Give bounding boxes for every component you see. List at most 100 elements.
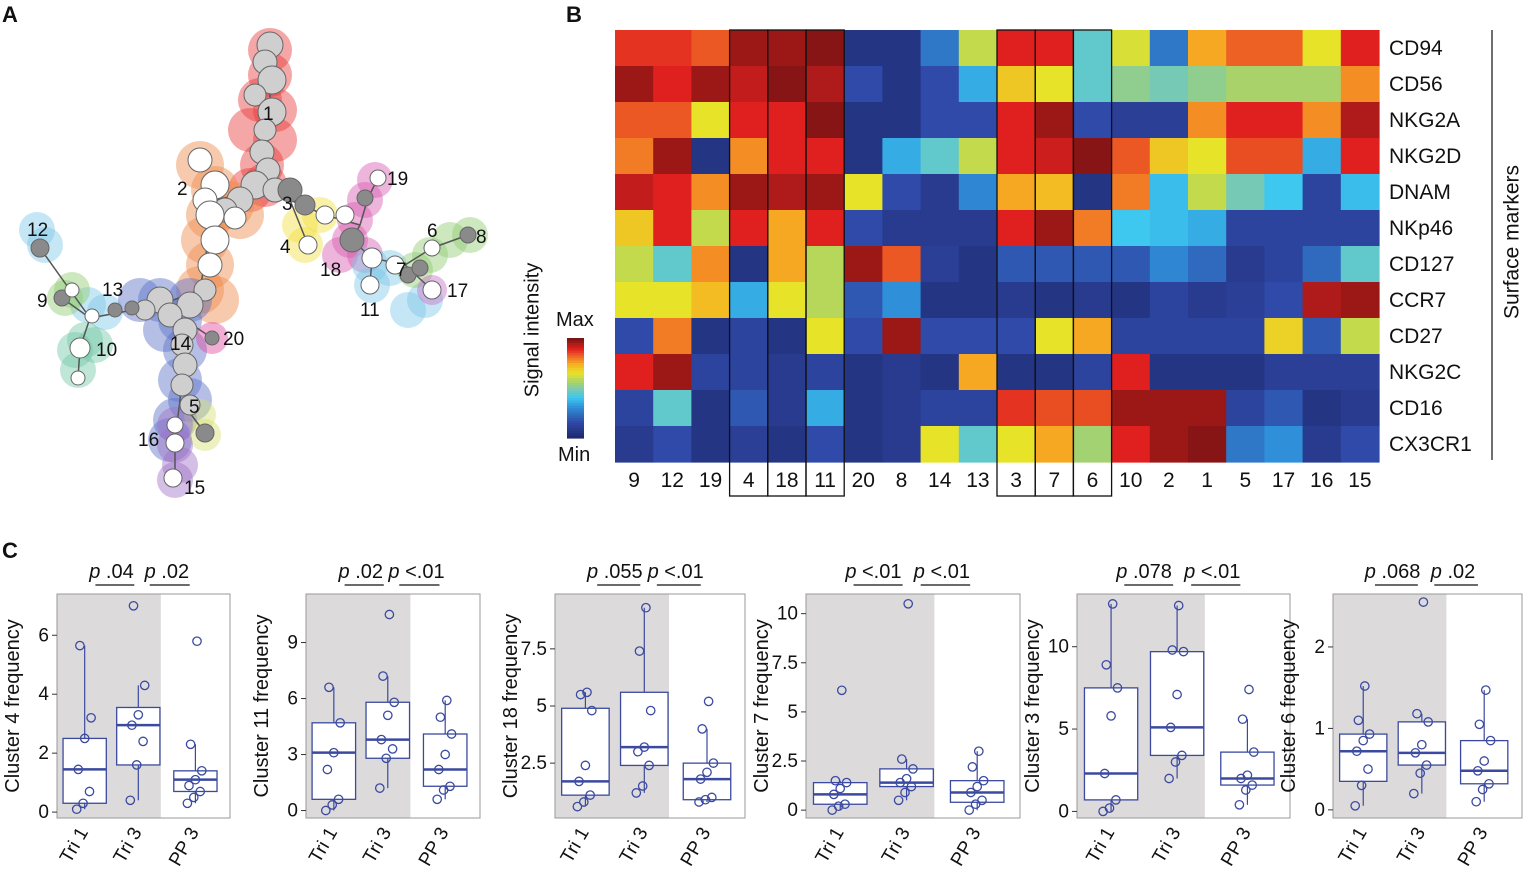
box [1083,687,1139,801]
column-label: 8 [896,469,908,492]
cluster-node [277,177,303,203]
data-point [435,712,446,723]
heatmap-cell [1188,426,1227,463]
data-point [446,729,457,739]
heatmap-cell [767,138,807,175]
heatmap-cell [997,354,1036,391]
legend-gradient-step [567,353,584,357]
data-point [841,777,852,788]
column-label: 16 [1310,469,1333,492]
data-point [973,746,984,757]
heatmap-cell [920,138,960,175]
heatmap-cell [653,210,692,247]
x-tick-label: Tri 3 [616,824,653,867]
plot-frame [1076,593,1291,819]
data-point [1104,803,1115,813]
heatmap-cell [1302,354,1342,391]
heatmap-cell [1264,282,1304,319]
heatmap-cell [1111,66,1151,103]
cluster-node [385,255,405,275]
heatmap-cell [1340,102,1380,139]
data-point [182,798,193,809]
p-value: p <.01 [647,561,704,583]
data-point [328,747,339,758]
data-point [84,786,95,797]
y-tick-label: 0 [1058,801,1069,822]
box [116,706,161,766]
heatmap-cell [806,174,845,211]
heatmap-cell [653,246,692,283]
data-point [575,689,586,700]
data-point [1358,735,1369,746]
highlight-box [805,29,845,497]
data-point [335,717,346,728]
data-point [702,767,712,778]
heatmap-cell [1302,174,1342,211]
heatmap-cell [1340,30,1380,67]
data-point [381,753,392,764]
heatmap-cell [1111,174,1151,211]
heatmap-cell [1035,282,1074,319]
y-tick-label: 2.5 [772,751,798,772]
p-value: p .02 [144,561,190,583]
column-label: 13 [966,469,989,492]
data-point [695,774,706,784]
data-point [694,797,704,807]
data-point [574,776,584,787]
x-tick-label: Tri 1 [1083,824,1120,867]
data-point [1480,685,1491,695]
p-value: p .04 [88,561,133,583]
data-point [327,800,338,810]
plot-frame [805,593,1021,819]
column-label: 7 [1048,469,1060,492]
heatmap-cell [882,66,922,103]
heatmap-cell [1264,210,1304,247]
heatmap-cell [691,210,731,247]
legend-gradient-step [567,410,584,414]
heatmap-cell [615,246,654,283]
heatmap-cell [958,66,998,103]
cluster-node [361,247,383,269]
cluster-node [294,194,316,216]
data-point [128,600,139,611]
heatmap-cell [691,318,731,355]
heatmap-cell [729,210,769,247]
cluster-node [257,65,287,95]
cluster-node [187,147,213,173]
cluster-node [107,302,123,318]
legend-gradient-step [567,435,584,439]
box [682,762,732,801]
heatmap-cell [997,138,1036,175]
heatmap-cell [1264,66,1304,103]
data-point [1474,719,1485,730]
data-point [1173,600,1184,611]
cluster-node [165,433,185,453]
legend-gradient-step [567,370,584,374]
heatmap-cell [1340,282,1380,319]
heatmap-cell [920,426,960,463]
y-tick-label: 7.5 [521,639,547,660]
heatmap-cell [882,318,922,355]
heatmap-cell [1073,246,1113,283]
heatmap-cell [1073,282,1113,319]
legend-gradient-step [567,360,584,364]
heatmap-cell [882,354,922,391]
heatmap-cell [1149,426,1189,463]
heatmap-cell [958,210,998,247]
node-label-1: 1 [263,104,274,125]
y-tick-label: 6 [287,689,298,710]
boxplot-panel: 0 1 2 Cluster 6 frequency Tri 1 Tri 3 PP 3 p .0… [1278,561,1523,870]
heatmap-cell [920,390,960,427]
data-point [900,787,910,798]
data-point [131,760,142,770]
x-tick-label: Tri 3 [1149,824,1186,867]
data-point [1471,796,1482,807]
legend-gradient-step [567,385,584,389]
boxplot-panel: 0 3 6 9 Cluster 11 frequency Tri 1 Tri 3 PP 3 p … [251,561,481,870]
heatmap-cell [767,66,807,103]
cluster-node [157,302,183,328]
node-label-5: 5 [189,397,200,418]
cluster-node [195,200,225,230]
heatmap-cell [1226,246,1265,283]
